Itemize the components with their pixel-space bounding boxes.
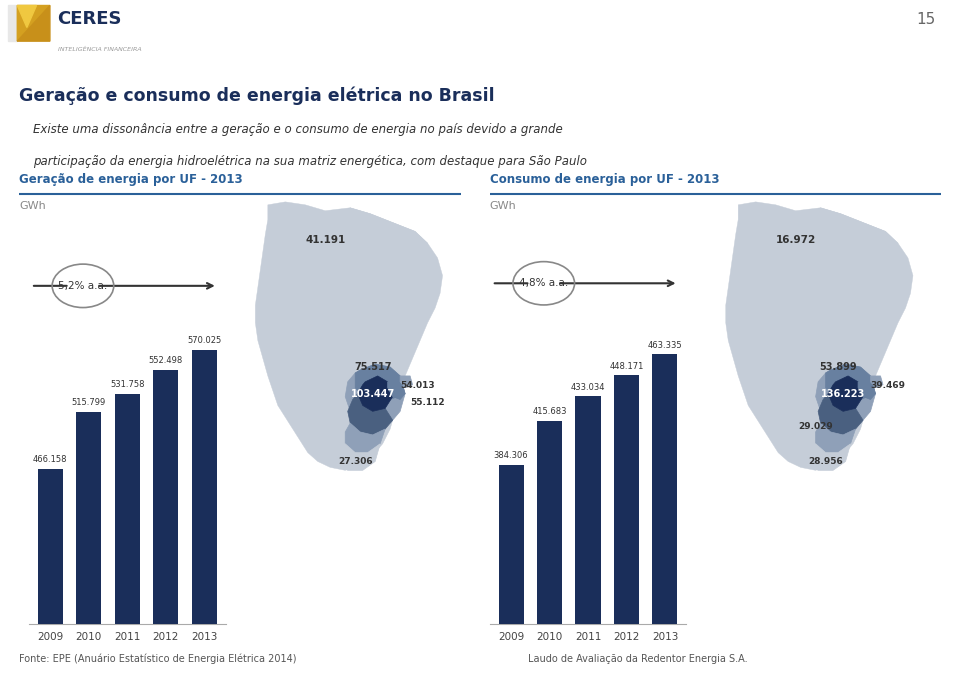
Polygon shape: [828, 376, 863, 412]
Text: 415.683: 415.683: [532, 407, 566, 416]
Text: Geração de energia por UF - 2013: Geração de energia por UF - 2013: [19, 174, 243, 187]
Text: 29.029: 29.029: [799, 422, 833, 431]
Bar: [653, 354, 678, 686]
Polygon shape: [816, 364, 876, 429]
Text: 53.899: 53.899: [819, 362, 857, 372]
Polygon shape: [726, 202, 913, 471]
Polygon shape: [346, 423, 385, 453]
Bar: [76, 412, 101, 686]
Polygon shape: [858, 382, 876, 399]
Text: 16.972: 16.972: [776, 235, 816, 245]
Text: 448.171: 448.171: [610, 362, 643, 371]
Text: 531.758: 531.758: [110, 380, 144, 389]
Polygon shape: [771, 272, 826, 302]
Text: 15: 15: [917, 12, 936, 27]
Text: 4,8% a.a.: 4,8% a.a.: [519, 279, 568, 288]
Text: 384.306: 384.306: [493, 451, 528, 460]
Polygon shape: [335, 444, 380, 471]
Text: Existe uma dissonância entre a geração e o consumo de energia no país devido a g: Existe uma dissonância entre a geração e…: [33, 123, 563, 137]
Bar: [614, 375, 639, 686]
Text: 433.034: 433.034: [571, 383, 605, 392]
Text: INTELIGÊNCIA FINANCEIRA: INTELIGÊNCIA FINANCEIRA: [58, 47, 141, 52]
Text: 28.956: 28.956: [808, 458, 843, 466]
Text: Fonte: EPE (Anuário Estatístico de Energia Elétrica 2014): Fonte: EPE (Anuário Estatístico de Energ…: [19, 653, 297, 664]
Bar: [154, 370, 179, 686]
Bar: [37, 469, 62, 686]
Text: GWh: GWh: [19, 201, 46, 211]
Bar: [575, 397, 601, 686]
Polygon shape: [325, 208, 427, 281]
Text: 103.447: 103.447: [350, 388, 395, 399]
Polygon shape: [17, 5, 50, 41]
Text: CERES: CERES: [58, 10, 122, 28]
Bar: [192, 350, 217, 686]
Bar: [114, 394, 140, 686]
Bar: [498, 464, 523, 686]
Text: 39.469: 39.469: [871, 381, 905, 390]
Text: 5,2% a.a.: 5,2% a.a.: [59, 281, 108, 291]
Text: Geração e consumo de energia elétrica no Brasil: Geração e consumo de energia elétrica no…: [19, 86, 494, 105]
Polygon shape: [300, 272, 355, 302]
Polygon shape: [358, 376, 393, 412]
Text: 515.799: 515.799: [72, 399, 106, 407]
Text: GWh: GWh: [490, 201, 516, 211]
Polygon shape: [17, 5, 36, 27]
Text: Laudo de Avaliação da Redentor Energia S.A.: Laudo de Avaliação da Redentor Energia S…: [528, 654, 748, 663]
Polygon shape: [826, 364, 876, 405]
Polygon shape: [818, 394, 863, 435]
Text: 75.517: 75.517: [354, 362, 392, 372]
Text: Consumo de energia por UF - 2013: Consumo de energia por UF - 2013: [490, 174, 719, 187]
Text: 466.158: 466.158: [33, 455, 67, 464]
Text: 27.306: 27.306: [338, 458, 372, 466]
Polygon shape: [355, 364, 405, 405]
Bar: [537, 421, 562, 686]
Text: 570.025: 570.025: [187, 336, 221, 345]
Text: 54.013: 54.013: [400, 381, 435, 390]
Polygon shape: [346, 364, 405, 429]
Polygon shape: [255, 202, 443, 471]
Polygon shape: [17, 5, 50, 41]
Polygon shape: [8, 5, 17, 41]
Polygon shape: [400, 376, 413, 388]
Polygon shape: [796, 208, 898, 281]
Polygon shape: [348, 394, 393, 435]
Text: participação da energia hidroelétrica na sua matriz energética, com destaque par: participação da energia hidroelétrica na…: [33, 155, 587, 168]
Text: 41.191: 41.191: [305, 235, 346, 245]
Polygon shape: [388, 382, 405, 399]
Text: 136.223: 136.223: [821, 388, 865, 399]
Text: 552.498: 552.498: [149, 356, 182, 366]
Text: 463.335: 463.335: [648, 341, 683, 350]
Text: 55.112: 55.112: [410, 399, 444, 407]
Polygon shape: [805, 444, 851, 471]
Polygon shape: [816, 423, 855, 453]
Polygon shape: [871, 376, 883, 388]
